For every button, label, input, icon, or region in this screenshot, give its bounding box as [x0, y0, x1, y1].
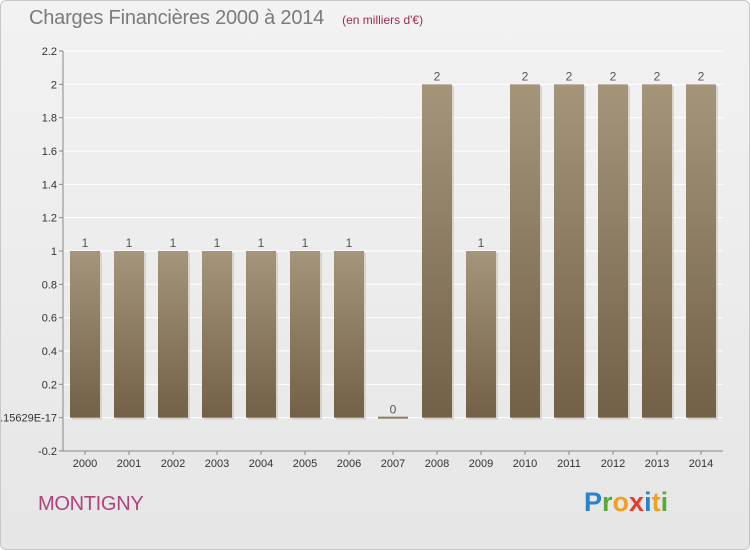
bar-value-label: 1	[302, 236, 309, 250]
x-tick-label: 2010	[513, 458, 537, 470]
x-tick-label: 2003	[205, 458, 229, 470]
bar-value-label: 1	[82, 236, 89, 250]
bar	[334, 251, 364, 418]
bars	[70, 84, 718, 420]
bar-value-label: 2	[434, 69, 441, 83]
y-tick-label: 1.6	[42, 146, 57, 158]
y-tick-label: 0.6	[42, 313, 57, 325]
x-tick-label: 2012	[601, 458, 625, 470]
bar	[158, 251, 188, 418]
y-tick-label: 1.4	[42, 179, 57, 191]
bar	[378, 416, 408, 419]
bar-value-label: 1	[170, 236, 177, 250]
bar	[510, 84, 540, 418]
title-row: Charges Financières 2000 à 2014 (en mill…	[29, 7, 423, 37]
proxiti-logo[interactable]: Proxiti	[584, 487, 668, 518]
bar-value-label: 2	[610, 69, 617, 83]
axes	[59, 50, 723, 455]
logo-letter: o	[612, 487, 630, 517]
x-tick-label: 2011	[557, 458, 581, 470]
x-tick-label: 2006	[337, 458, 361, 470]
logo-letter: x	[629, 487, 645, 517]
bar-value-label: 1	[346, 236, 353, 250]
x-tick-label: 2007	[381, 458, 405, 470]
bar-value-label: 0	[390, 403, 397, 417]
y-tick-label: -1.15629E-17	[1, 413, 57, 425]
logo-letter: i	[644, 487, 652, 517]
bar-value-label: 2	[654, 69, 661, 83]
y-tick-label: 0.8	[42, 279, 57, 291]
bar-value-label: 1	[478, 236, 485, 250]
bar	[598, 84, 628, 418]
bar-value-label: 2	[566, 69, 573, 83]
y-tick-label: 1	[51, 246, 57, 258]
bar	[686, 84, 716, 418]
bar-value-label: 2	[698, 69, 705, 83]
bar	[70, 251, 100, 418]
x-tick-label: 2005	[293, 458, 317, 470]
bar	[642, 84, 672, 418]
x-tick-label: 2008	[425, 458, 449, 470]
x-tick-label: 2014	[689, 458, 713, 470]
bar	[466, 251, 496, 418]
bar	[290, 251, 320, 418]
bar	[422, 84, 452, 418]
x-tick-label: 2000	[73, 458, 97, 470]
y-tick-label: 1.2	[42, 213, 57, 225]
bar	[246, 251, 276, 418]
y-tick-label: 2.2	[42, 46, 57, 58]
bar-value-label: 1	[214, 236, 221, 250]
bar-value-label: 2	[522, 69, 529, 83]
bar-value-label: 1	[126, 236, 133, 250]
chart-subtitle: (en milliers d'€)	[342, 13, 424, 27]
x-tick-label: 2002	[161, 458, 185, 470]
logo-letter: r	[602, 487, 613, 517]
bar	[554, 84, 584, 418]
logo-letter: t	[651, 487, 661, 517]
bar-value-label: 1	[258, 236, 265, 250]
city-name: MONTIGNY	[38, 493, 144, 515]
x-tick-label: 2009	[469, 458, 493, 470]
y-tick-label: 2	[51, 79, 57, 91]
logo-letter: i	[660, 487, 669, 517]
bar	[114, 251, 144, 418]
logo-letter: P	[584, 487, 603, 517]
labels: 2.2 2 1.8 1.6 1.4 1.2 1 0.8 0.6 0.4 0.2 -1.15629E-1…	[1, 46, 713, 470]
chart-title: Charges Financières 2000 à 2014	[29, 7, 325, 29]
y-tick-label: 0.2	[42, 379, 57, 391]
y-tick-label: 0.4	[42, 346, 57, 358]
y-tick-label: -0.2	[38, 446, 57, 458]
y-tick-label: 1.8	[42, 113, 57, 125]
x-tick-label: 2013	[645, 458, 669, 470]
bar	[202, 251, 232, 418]
x-tick-label: 2004	[249, 458, 273, 470]
x-tick-label: 2001	[117, 458, 141, 470]
